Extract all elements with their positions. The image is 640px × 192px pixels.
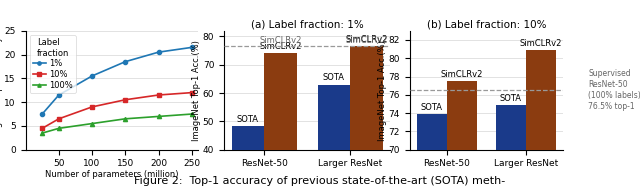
Title: (a) Label fraction: 1%: (a) Label fraction: 1% — [251, 20, 364, 30]
Text: SOTA: SOTA — [323, 73, 345, 82]
100% — [188, 113, 196, 115]
Text: SimCLRv2: SimCLRv2 — [346, 35, 388, 44]
10% — [122, 99, 129, 101]
1% — [122, 60, 129, 63]
Y-axis label: ImageNet Top-1 Acc.(%): ImageNet Top-1 Acc.(%) — [378, 40, 387, 141]
X-axis label: Number of parameters (million): Number of parameters (million) — [45, 170, 179, 179]
1% — [38, 113, 46, 115]
Bar — [417, 114, 447, 192]
100% — [55, 127, 63, 129]
10% — [188, 91, 196, 94]
Text: Figure 2:  Top-1 accuracy of previous state-of-the-art (SOTA) meth-: Figure 2: Top-1 accuracy of previous sta… — [134, 176, 506, 186]
Text: SOTA: SOTA — [237, 115, 259, 124]
100% — [88, 122, 96, 125]
Y-axis label: ImageNet Top-1 Acc.(%): ImageNet Top-1 Acc.(%) — [193, 40, 202, 141]
100% — [122, 118, 129, 120]
Text: Supervised
ResNet-50
(100% labels)
76.5% top-1: Supervised ResNet-50 (100% labels) 76.5%… — [588, 69, 640, 111]
Legend: 1%, 10%, 100%: 1%, 10%, 100% — [30, 35, 76, 93]
Bar — [496, 105, 526, 192]
Text: SimCLRv2: SimCLRv2 — [259, 36, 301, 45]
Bar — [317, 84, 350, 192]
100% — [38, 132, 46, 134]
10% — [55, 118, 63, 120]
Text: SOTA: SOTA — [420, 103, 443, 112]
100% — [155, 115, 163, 118]
10% — [38, 127, 46, 129]
Text: SimCLRv2: SimCLRv2 — [520, 39, 563, 48]
Bar — [350, 46, 383, 192]
Text: SOTA: SOTA — [500, 94, 522, 103]
1% — [55, 94, 63, 96]
Line: 1%: 1% — [40, 45, 194, 116]
Text: SimCLRv2: SimCLRv2 — [346, 36, 388, 45]
1% — [88, 75, 96, 77]
Bar — [264, 53, 297, 192]
Y-axis label: Relative improvement (%) of
ImageNet top-1 accuracy: Relative improvement (%) of ImageNet top… — [0, 30, 3, 151]
Line: 100%: 100% — [40, 112, 194, 135]
1% — [155, 51, 163, 53]
1% — [188, 46, 196, 49]
10% — [88, 106, 96, 108]
Bar — [526, 50, 556, 192]
Line: 10%: 10% — [40, 91, 194, 130]
Title: (b) Label fraction: 10%: (b) Label fraction: 10% — [427, 20, 546, 30]
Text: SimCLRv2: SimCLRv2 — [440, 70, 483, 79]
Text: SimCLRv2: SimCLRv2 — [259, 42, 301, 51]
10% — [155, 94, 163, 96]
Bar — [447, 81, 477, 192]
Bar — [232, 126, 264, 192]
